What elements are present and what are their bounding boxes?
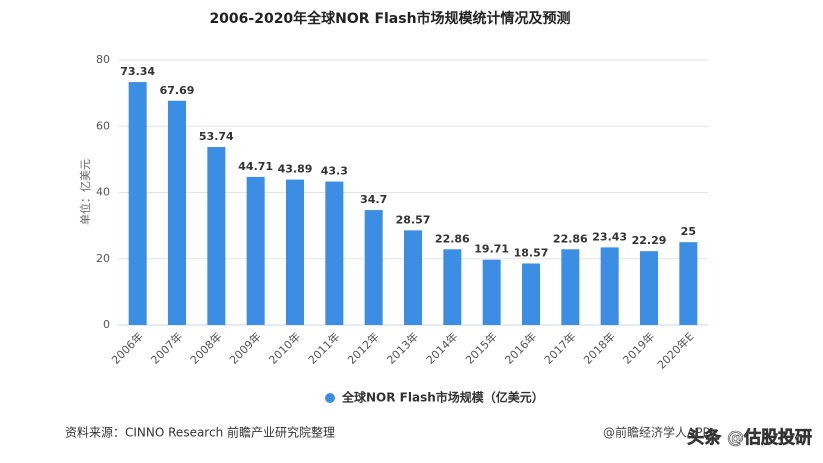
data-label: 19.71 (474, 243, 509, 256)
data-label: 25 (681, 225, 696, 238)
legend-label: 全球NOR Flash市场规模（亿美元） (341, 390, 544, 405)
bar (600, 247, 619, 325)
data-label: 18.57 (514, 246, 549, 259)
bar (443, 249, 462, 325)
data-label: 53.74 (199, 130, 234, 143)
legend-marker (325, 393, 335, 403)
data-label: 73.34 (120, 65, 155, 78)
data-label: 44.71 (238, 160, 273, 173)
y-tick-label: 20 (96, 252, 110, 265)
data-label: 28.57 (396, 213, 431, 226)
bar (207, 146, 226, 325)
watermark: @前瞻经济学人APP (603, 425, 710, 440)
bar (679, 242, 698, 325)
bar (128, 82, 147, 325)
data-label: 22.86 (553, 232, 588, 245)
bar (522, 263, 540, 325)
bar (246, 176, 265, 325)
bar (482, 259, 501, 325)
chart-title: 2006-2020年全球NOR Flash市场规模统计情况及预测 (209, 10, 570, 27)
data-label: 34.7 (360, 193, 387, 206)
data-label: 43.3 (321, 165, 348, 178)
data-label: 22.86 (435, 232, 470, 245)
watermark: 头条 @估股投研 (687, 427, 812, 448)
bar (640, 251, 658, 325)
bar (286, 179, 304, 325)
data-label: 43.89 (278, 163, 313, 176)
data-label: 67.69 (160, 84, 195, 97)
bar (561, 249, 580, 325)
data-label: 22.29 (632, 234, 667, 247)
data-label: 23.43 (592, 230, 627, 243)
bar (364, 210, 383, 325)
source: 资料来源：CINNO Research 前瞻产业研究院整理 (65, 425, 335, 440)
y-axis-label: 单位：亿美元 (78, 159, 92, 225)
y-tick-label: 60 (96, 119, 110, 132)
bar (325, 181, 344, 325)
y-tick-label: 0 (103, 318, 110, 331)
bar (168, 100, 186, 325)
y-tick-label: 80 (96, 53, 110, 66)
bar (404, 230, 422, 325)
y-tick-label: 40 (96, 186, 110, 199)
